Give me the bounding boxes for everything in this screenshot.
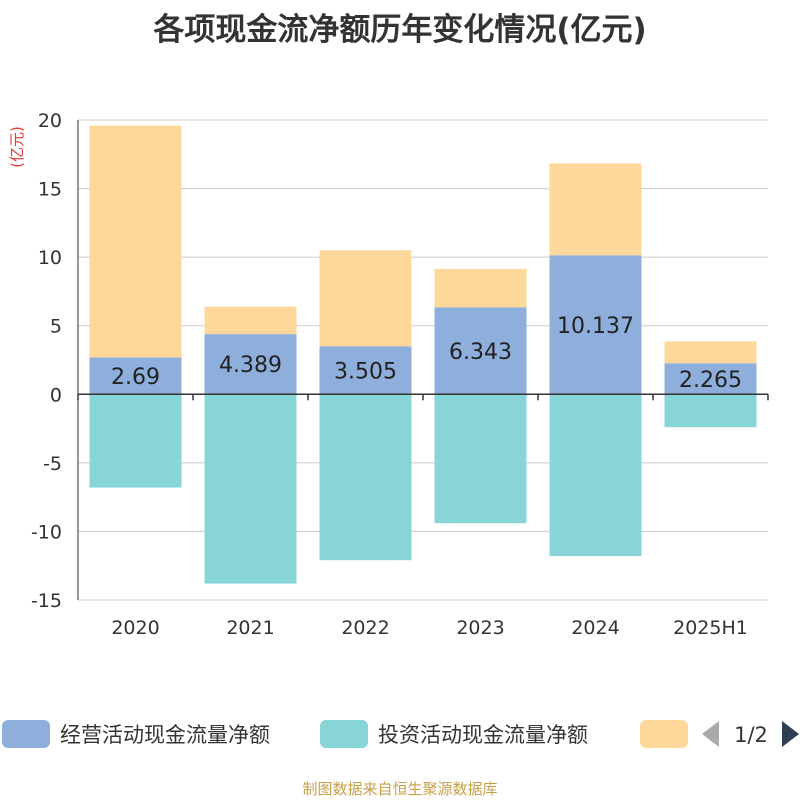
bar-2022-series-1 [319,394,412,561]
x-tick-label: 2021 [226,617,274,639]
source-note: 制图数据来自恒生聚源数据库 [302,780,498,798]
y-tick-label: 5 [50,316,62,338]
legend-label: 经营活动现金流量净额 [60,723,270,747]
bar-2025H1-series-1 [664,394,757,428]
x-tick-label: 2024 [571,617,619,639]
grid-lines [78,119,768,601]
bar-2021-series-0 [204,334,297,395]
bar-2022-series-0 [319,346,412,395]
bar-2020-series-2 [89,125,182,358]
bar-2022-series-2 [319,250,412,347]
bar-2021-series-1 [204,394,297,584]
axes: 20 15 10 5 0 -5 -10 -15 2020 2021 2022 2023 2024 2025… [31,110,769,639]
bar-2024-series-1 [549,394,642,557]
legend-swatch-0 [2,720,50,748]
data-label: 2.265 [679,368,742,393]
y-tick-label: 0 [50,384,62,406]
x-tick-label: 2025H1 [673,617,748,639]
y-tick-label: -5 [43,453,62,475]
legend-label: 投资活动现金流量净额 [378,723,588,747]
bar-2023-series-0 [434,307,527,395]
bar-2025H1-series-2 [664,341,757,364]
legend-swatch-2 [640,720,688,748]
y-tick-label: 15 [38,179,62,201]
data-label: 10.137 [557,314,634,339]
y-tick-label: 20 [38,110,62,132]
legend-prev-icon[interactable] [702,721,719,747]
x-tick-label: 2022 [341,617,389,639]
x-tick-label: 2020 [111,617,159,639]
bar-2024-series-2 [549,163,642,256]
chart-title: 各项现金流净额历年变化情况(亿元) [153,12,647,48]
data-label: 3.505 [334,359,397,384]
bar-2023-series-1 [434,394,527,524]
y-axis-unit-label: (亿元) [8,126,26,168]
bar-2025H1-series-0 [664,363,757,395]
y-tick-label: 10 [38,247,62,269]
bar-2021-series-2 [204,306,297,335]
bars [89,125,757,584]
x-tick-label: 2023 [456,617,504,639]
legend: 经营活动现金流量净额 投资活动现金流量净额 1/2 [2,720,799,748]
data-label: 2.69 [111,365,160,390]
y-tick-label: -15 [31,590,62,612]
bar-2020-series-0 [89,357,182,395]
legend-next-icon[interactable] [782,721,799,747]
y-tick-label: -10 [31,521,62,543]
bar-2020-series-1 [89,394,182,488]
data-labels: 2.69 4.389 3.505 6.343 10.137 2.265 [111,314,742,393]
legend-swatch-1 [320,720,368,748]
legend-page-indicator: 1/2 [734,723,768,747]
bar-2023-series-2 [434,268,527,308]
bar-2024-series-0 [549,255,642,395]
data-label: 6.343 [449,340,512,365]
data-label: 4.389 [219,353,282,378]
